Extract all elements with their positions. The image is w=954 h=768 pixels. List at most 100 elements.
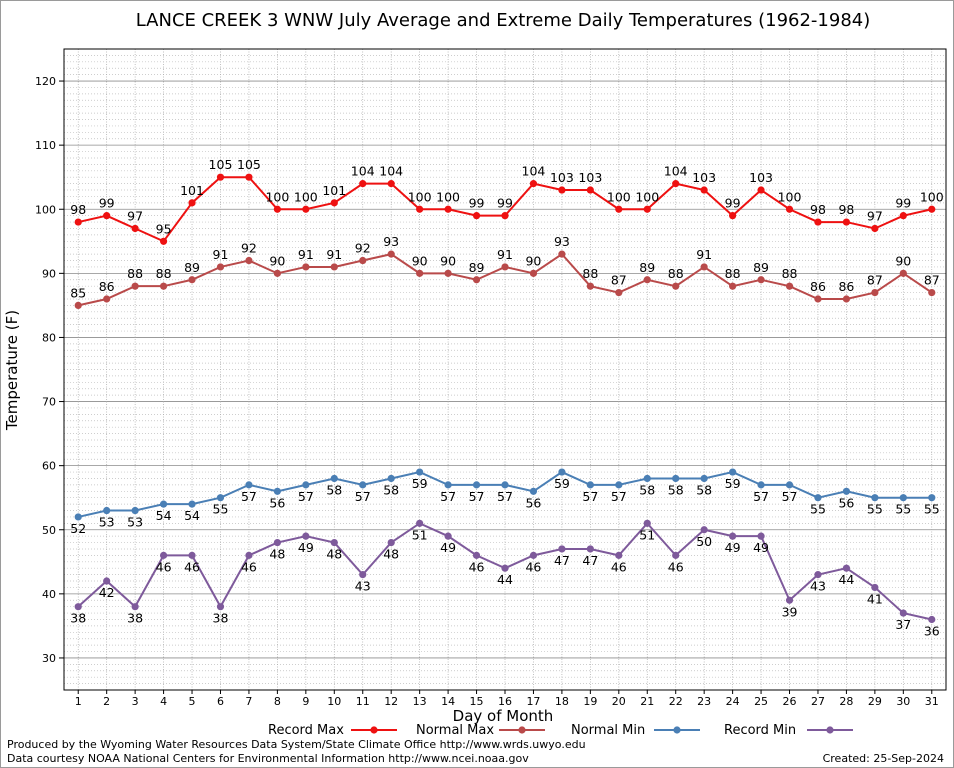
data-label-normal-max: 87 <box>924 273 940 288</box>
data-label-normal-max: 88 <box>725 266 741 281</box>
data-label-normal-min: 57 <box>355 489 371 504</box>
data-label-record-min: 38 <box>127 611 143 626</box>
data-label-normal-min: 58 <box>668 482 684 497</box>
data-label-normal-min: 57 <box>497 489 513 504</box>
x-tick-label: 21 <box>640 695 654 708</box>
data-label-record-max: 100 <box>294 189 318 204</box>
data-label-normal-max: 88 <box>582 266 598 281</box>
data-label-record-min: 41 <box>867 591 883 606</box>
data-point-record-min <box>131 603 139 611</box>
data-point-normal-max <box>245 256 253 265</box>
x-tick-label: 15 <box>470 695 484 708</box>
x-tick-label: 31 <box>925 695 939 708</box>
x-tick-label: 14 <box>441 695 455 708</box>
data-label-record-max: 104 <box>379 164 403 179</box>
data-point-normal-min <box>928 494 936 502</box>
x-tick-label: 25 <box>754 695 768 708</box>
data-label-normal-min: 54 <box>156 508 172 523</box>
series-normal-max: 85 86 88 88 89 91 92 90 91 91 92 93 90 90 89 91 90 93 88 87… <box>70 234 940 309</box>
data-point-normal-max <box>159 282 168 290</box>
data-label-record-min: 43 <box>355 579 371 594</box>
data-label-normal-max: 91 <box>696 247 712 262</box>
data-label-record-max: 103 <box>550 170 574 185</box>
legend-marker <box>518 726 526 734</box>
y-tick-label: 40 <box>42 588 56 601</box>
x-tick-label: 7 <box>245 695 252 708</box>
data-point-record-min <box>416 519 424 527</box>
data-label-normal-min: 59 <box>412 476 428 491</box>
data-point-record-max <box>472 212 481 220</box>
data-label-normal-min: 56 <box>838 495 854 510</box>
data-point-record-min <box>814 571 822 579</box>
data-label-normal-min: 58 <box>696 482 712 497</box>
series-group: 98 99 97 95 101 105 105 100 100 101 104 104 100 100 99… <box>70 157 943 638</box>
data-label-record-min: 49 <box>440 540 456 555</box>
data-point-normal-min <box>729 468 737 476</box>
data-point-normal-max <box>700 263 708 271</box>
legend-label: Record Max <box>268 723 344 738</box>
data-label-record-min: 39 <box>782 604 798 619</box>
data-point-record-max <box>245 173 253 181</box>
data-label-normal-max: 89 <box>469 260 485 275</box>
data-point-record-max <box>74 218 82 226</box>
data-point-normal-max <box>472 276 481 284</box>
data-point-record-max <box>615 205 623 213</box>
data-label-record-min: 48 <box>383 547 399 562</box>
grid <box>64 49 946 690</box>
data-point-normal-min <box>814 494 822 502</box>
data-point-record-min <box>529 551 538 559</box>
data-label-record-max: 103 <box>578 170 602 185</box>
data-label-record-max: 104 <box>351 164 375 179</box>
data-point-record-min <box>103 577 111 585</box>
data-label-normal-max: 91 <box>213 247 229 262</box>
legend-label: Normal Min <box>571 723 645 738</box>
data-point-normal-max <box>387 250 395 258</box>
data-point-normal-max <box>330 263 338 271</box>
data-point-normal-max <box>359 256 367 265</box>
data-point-normal-min <box>302 481 310 489</box>
data-label-normal-min: 57 <box>298 489 314 504</box>
x-tick-label: 10 <box>327 695 341 708</box>
data-point-normal-max <box>643 276 651 284</box>
data-label-record-min: 38 <box>213 611 229 626</box>
data-label-normal-max: 90 <box>269 253 285 268</box>
data-point-record-max <box>871 224 879 233</box>
data-label-record-max: 100 <box>408 189 432 204</box>
data-point-record-max <box>700 186 708 194</box>
x-tick-label: 6 <box>217 695 224 708</box>
data-label-record-max: 103 <box>692 170 716 185</box>
data-label-normal-min: 57 <box>469 489 485 504</box>
x-tick-label: 11 <box>356 695 370 708</box>
data-point-record-max <box>842 218 851 226</box>
data-label-record-max: 104 <box>664 164 688 179</box>
data-point-normal-min <box>387 474 395 483</box>
data-point-record-max <box>273 205 281 213</box>
data-point-record-max <box>216 173 225 181</box>
data-point-normal-min <box>529 487 538 495</box>
data-point-normal-min <box>444 481 452 489</box>
data-point-normal-max <box>302 263 310 271</box>
data-label-normal-max: 90 <box>440 253 456 268</box>
series-record-min: 38 42 38 46 46 38 46 48 49 48 43 48 51 49 46 44 46 47 47 46… <box>70 519 940 638</box>
data-point-normal-max <box>672 282 680 290</box>
data-label-record-max: 101 <box>180 183 204 198</box>
data-point-normal-min <box>131 506 139 515</box>
y-tick-label: 100 <box>35 203 56 216</box>
data-label-normal-max: 87 <box>867 273 883 288</box>
x-tick-label: 8 <box>274 695 281 708</box>
data-label-record-min: 36 <box>924 623 940 638</box>
data-label-normal-max: 92 <box>355 241 371 256</box>
data-point-record-min <box>188 551 196 559</box>
data-label-record-max: 103 <box>749 170 773 185</box>
x-tick-label: 24 <box>726 695 740 708</box>
data-point-record-min <box>757 532 765 540</box>
data-label-normal-max: 88 <box>782 266 798 281</box>
data-point-normal-max <box>928 288 936 297</box>
data-label-normal-max: 93 <box>554 234 570 249</box>
data-label-normal-max: 90 <box>525 253 541 268</box>
data-label-normal-min: 57 <box>241 489 257 504</box>
data-point-normal-min <box>330 474 338 483</box>
data-point-record-min <box>216 603 225 611</box>
data-point-normal-min <box>188 500 196 508</box>
